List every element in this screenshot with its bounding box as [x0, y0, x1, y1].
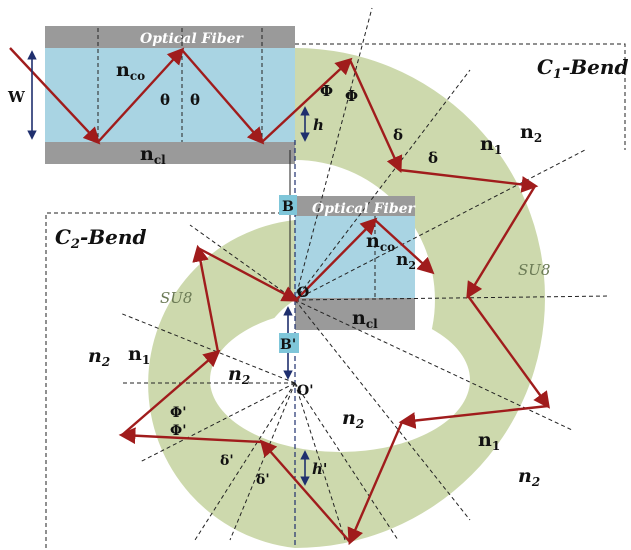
n2-top-label: n2 [520, 121, 542, 145]
c2-bend-frame [45, 212, 295, 548]
n2-fiber2-label: n2 [396, 250, 416, 272]
ncl-fiber2: ncl [352, 307, 378, 331]
b-prime-label-box [279, 333, 299, 353]
n1-left-label: n1 [128, 343, 150, 367]
n2-center-label: n2 [342, 407, 364, 431]
c2-bend-label: C2-Bend [55, 225, 146, 252]
h-prime-label: h' [312, 460, 328, 478]
o-label: O [297, 285, 309, 301]
n1-bottom-label: n1 [478, 429, 500, 453]
delta-label-2: δ [428, 149, 438, 167]
b-label-box [279, 195, 297, 215]
n2-left-label: n2 [88, 345, 110, 369]
c1-bend-frame [295, 43, 626, 150]
phi-prime-label-1: Φ' [170, 405, 186, 421]
optical-fiber-2-title: Optical Fiber [312, 201, 417, 217]
o-prime-label: O' [297, 383, 313, 399]
phi-label-2: Φ [345, 87, 358, 105]
su8-left-label: SU8 [160, 289, 192, 307]
fiber1-cladding-bottom [45, 142, 295, 164]
phi-prime-label-2: Φ' [170, 423, 186, 439]
b-label: B [282, 199, 294, 215]
h-label: h [313, 116, 324, 134]
c1-bend-label: C1-Bend [537, 55, 628, 82]
delta-prime-label-1: δ' [220, 453, 234, 469]
w-label: W [7, 88, 26, 106]
fiber2-cladding-top [295, 196, 415, 216]
ncl-fiber1: ncl [140, 143, 166, 167]
radial-lines-o-prime [119, 312, 399, 541]
optical-fiber-1-title: Optical Fiber [140, 31, 245, 47]
n2-bottom-label: n2 [518, 465, 540, 489]
phi-label-1: Φ [320, 82, 333, 100]
fiber1-cladding-top [45, 26, 295, 48]
c1-bend-su8-region [295, 48, 545, 548]
theta-label-2: θ [190, 91, 200, 109]
fiber2-core [295, 216, 415, 298]
nco-fiber2: nco [366, 230, 395, 254]
b-prime-label: B' [280, 337, 296, 353]
nco-fiber1: nco [116, 59, 145, 83]
n1-top-label: n1 [480, 133, 502, 157]
delta-prime-label-2: δ' [256, 472, 270, 488]
theta-label-1: θ [160, 91, 170, 109]
su8-right-label: SU8 [518, 261, 550, 279]
delta-label-1: δ [393, 126, 403, 144]
light-ray-path [9, 47, 550, 546]
n2-inner-left-label: n2 [228, 363, 250, 387]
